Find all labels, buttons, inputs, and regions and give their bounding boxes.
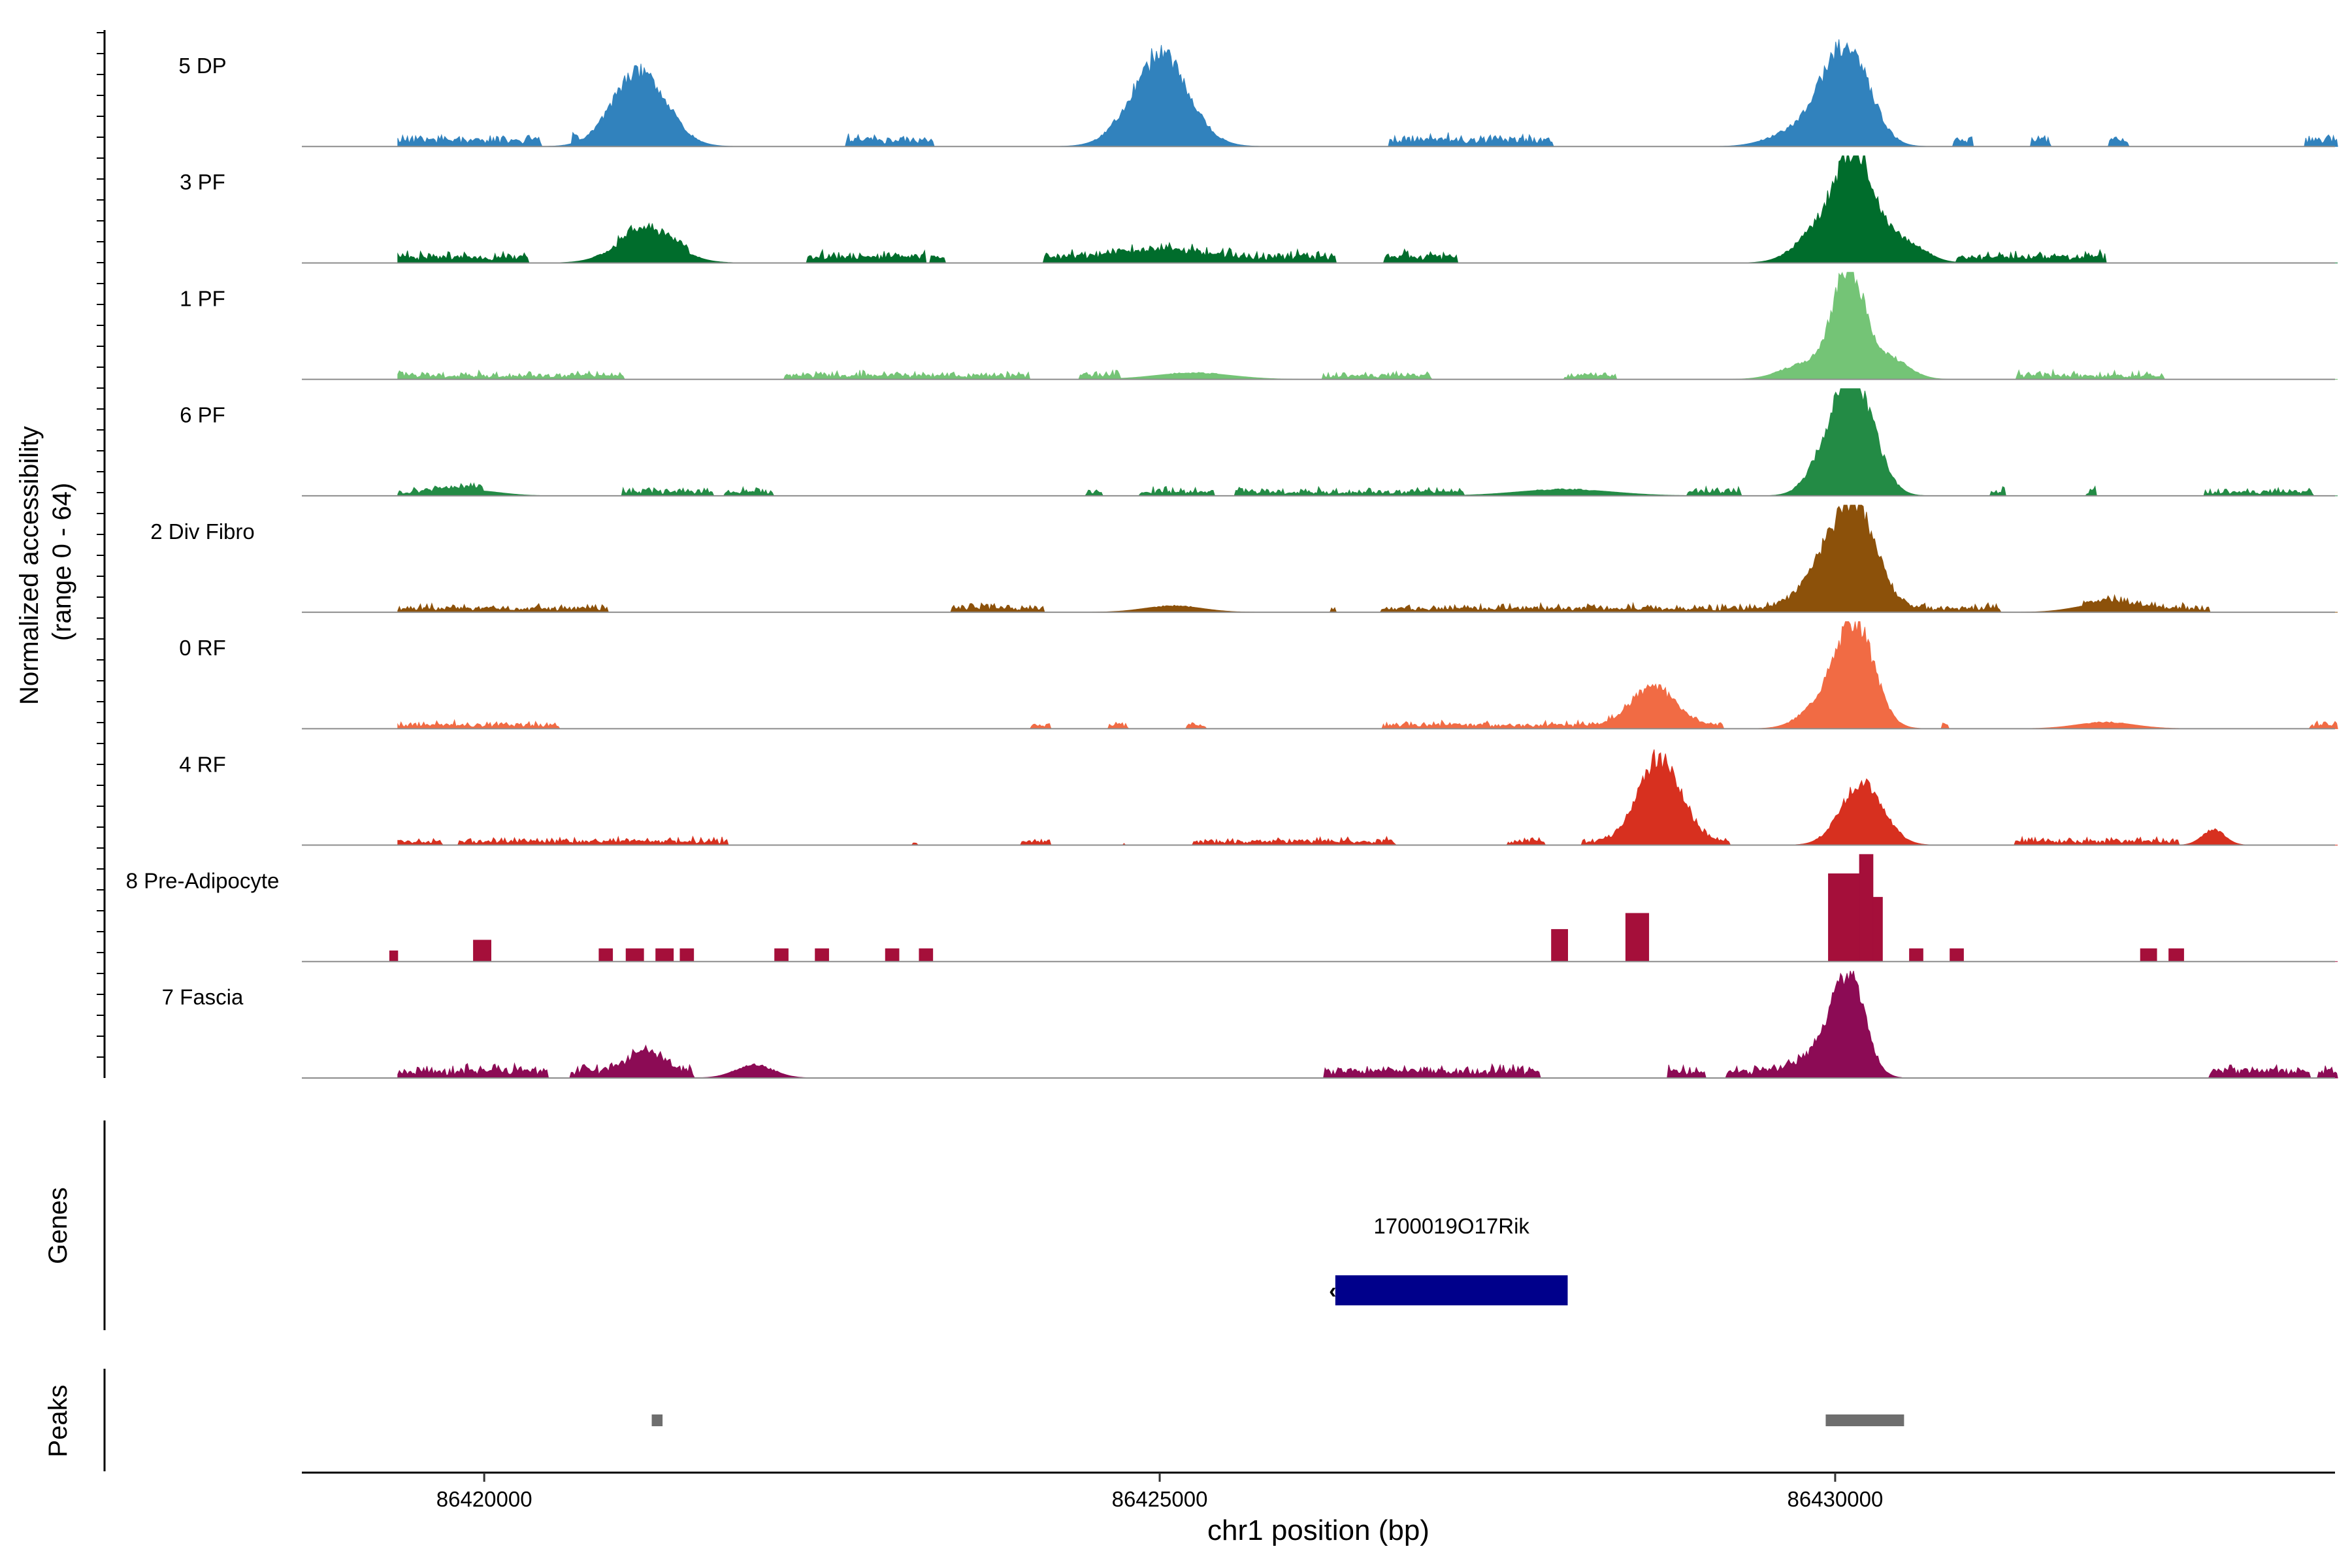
x-tick-label: 86420000 (436, 1487, 532, 1511)
track-label: 2 Div Fibro (150, 519, 255, 544)
gene-body (1335, 1275, 1568, 1305)
x-tick-label: 86430000 (1788, 1487, 1884, 1511)
track-signal (397, 39, 2338, 147)
track-label: 4 RF (179, 752, 226, 776)
track-label: 5 DP (178, 54, 226, 78)
track-7-fascia: 7 Fascia (162, 970, 2338, 1079)
coverage-axis-title-line-2: (range 0 - 64) (48, 483, 76, 641)
track-label: 8 Pre-Adipocyte (126, 868, 280, 892)
peaks-panel-label: Peaks (44, 1384, 73, 1457)
track-label: 3 PF (180, 170, 225, 194)
track-signal (397, 272, 2338, 380)
track-3-pf: 3 PF (180, 155, 2338, 264)
coverage-axis-title: Normalized accessibility (range 0 - 64) (15, 419, 76, 705)
track-1-pf: 1 PF (180, 272, 2338, 380)
track-signal (397, 970, 2338, 1079)
gene-strand-arrow-icon: ‹ (1329, 1279, 1336, 1303)
track-2-div-fibro: 2 Div Fibro (150, 504, 2338, 613)
track-8-pre-adipocyte: 8 Pre-Adipocyte (126, 854, 2338, 962)
peak-region (651, 1414, 663, 1426)
track-signal (397, 388, 2338, 497)
peak-region (1825, 1414, 1904, 1426)
track-signal (389, 854, 2338, 962)
track-label: 0 RF (179, 636, 226, 660)
track-label: 1 PF (180, 286, 225, 310)
track-label: 7 Fascia (162, 985, 244, 1009)
x-axis-title: chr1 position (bp) (1207, 1514, 1429, 1546)
coverage-axis-title-line-1: Normalized accessibility (15, 426, 44, 705)
track-signal (397, 155, 2338, 263)
genes-panel-label: Genes (44, 1187, 73, 1264)
track-0-rf: 0 RF (179, 621, 2338, 730)
track-signal (397, 749, 2338, 846)
track-signal (397, 621, 2338, 729)
track-6-pf: 6 PF (180, 388, 2338, 497)
x-tick-label: 86425000 (1112, 1487, 1208, 1511)
track-5-dp: 5 DP (178, 39, 2338, 148)
track-signal (397, 504, 2338, 613)
track-label: 6 PF (180, 403, 225, 427)
track-4-rf: 4 RF (179, 749, 2338, 846)
gene-name-label: 1700019O17Rik (1373, 1214, 1529, 1238)
